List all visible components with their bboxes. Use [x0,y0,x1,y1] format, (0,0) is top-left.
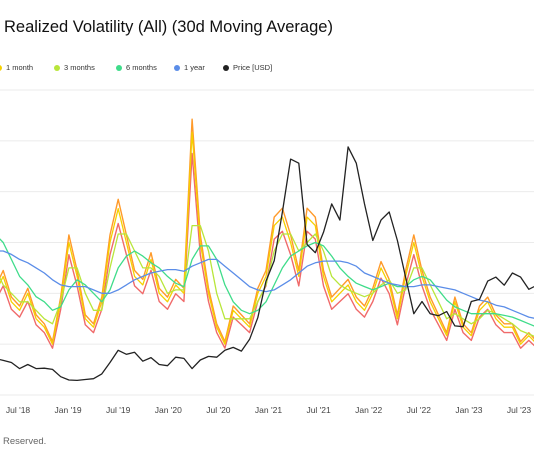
chart-title: Realized Volatility (All) (30d Moving Av… [4,18,333,36]
legend-item-1-month[interactable]: 1 month [0,63,33,72]
legend-label: Price [USD] [233,63,273,72]
x-tick-label: Jan '21 [255,405,282,415]
x-tick-label: Jan '19 [55,405,82,415]
x-tick-label: Jan '20 [155,405,182,415]
legend-item-price[interactable]: Price [USD] [223,63,272,72]
legend-label: 6 months [126,63,157,72]
x-tick-label: Jan '22 [355,405,382,415]
legend-label: 1 month [6,63,34,72]
series-line-red-accent [0,152,534,349]
x-tick-label: Jul '20 [206,405,231,415]
series-line-price [0,146,534,382]
series-line-1-month [0,131,534,345]
legend-item-1-year[interactable]: 1 year [174,63,205,72]
legend-dot-icon [174,64,180,71]
x-tick-label: Jul '18 [6,405,31,415]
chart-plot-area[interactable]: Jul '18 Jan '19 Jul '19 Jan '20 Jul '20 Jan '… [0,80,534,420]
series-line-orange-accent [0,118,534,343]
x-tick-label: Jul '21 [306,405,331,415]
x-tick-label: Jul '22 [407,405,432,415]
legend-item-3-months[interactable]: 3 months [54,63,95,72]
legend-label: 1 year [184,63,205,72]
legend-dot-icon [54,64,60,71]
x-tick-label: Jan '23 [455,405,482,415]
series-line-6-months [0,238,534,327]
x-tick-label: Jul '19 [106,405,131,415]
legend-label: 3 months [64,63,95,72]
series-line-3-months [0,224,534,337]
legend-dot-icon [0,64,2,71]
series-line-1-year [0,250,534,319]
legend-dot-icon [223,64,229,71]
x-tick-label: Jul '23 [507,405,532,415]
legend-item-6-months[interactable]: 6 months [116,63,157,72]
legend-dot-icon [116,64,122,71]
copyright-footer: Reserved. [3,436,47,447]
